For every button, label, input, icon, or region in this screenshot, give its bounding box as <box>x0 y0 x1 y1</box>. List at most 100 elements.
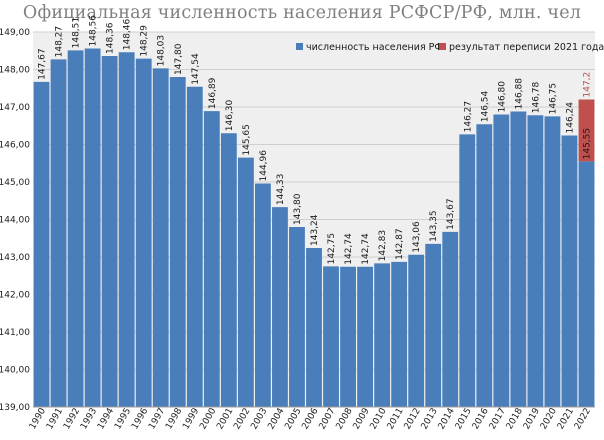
bar <box>544 116 561 407</box>
census-data-label: 147,2 <box>582 72 592 98</box>
bar <box>220 133 237 407</box>
y-tick-label: 140,00 <box>0 366 30 376</box>
bar <box>408 254 425 407</box>
data-label: 144,96 <box>259 150 269 182</box>
data-label: 143,06 <box>412 221 422 253</box>
x-tick-label: 1995 <box>113 407 133 432</box>
x-tick-label: 2011 <box>386 407 406 432</box>
data-label: 145,55 <box>582 128 592 160</box>
data-label: 146,24 <box>565 102 575 134</box>
bar <box>340 266 356 407</box>
x-tick-label: 2003 <box>249 407 269 432</box>
bar <box>323 266 339 407</box>
bar <box>84 48 101 407</box>
legend-swatch-census <box>439 43 446 50</box>
bar <box>306 248 322 407</box>
x-tick-label: 2001 <box>215 407 235 432</box>
y-tick-label: 148,00 <box>0 66 30 76</box>
bar <box>50 59 67 407</box>
bar <box>357 266 374 407</box>
data-label: 146,89 <box>208 77 218 109</box>
data-label: 146,80 <box>497 81 507 113</box>
legend-label-census: результат переписи 2021 года <box>449 42 604 53</box>
data-label: 146,88 <box>514 78 524 110</box>
data-label: 148,27 <box>55 26 65 58</box>
data-label: 146,78 <box>531 81 541 113</box>
data-label: 147,80 <box>174 43 184 75</box>
x-tick-label: 2022 <box>573 407 593 432</box>
data-label: 146,30 <box>225 99 235 131</box>
bar <box>203 111 220 407</box>
bar <box>237 157 254 407</box>
y-tick-label: 147,00 <box>0 103 30 113</box>
data-label: 143,80 <box>293 193 303 225</box>
bar <box>374 263 391 407</box>
data-label: 147,67 <box>38 48 48 80</box>
data-label: 145,65 <box>242 124 252 156</box>
x-tick-label: 1997 <box>147 407 167 432</box>
data-label: 142,74 <box>361 233 371 265</box>
data-label: 143,35 <box>429 210 439 242</box>
data-label: 142,75 <box>327 233 337 265</box>
bar <box>169 77 186 407</box>
bar <box>493 114 510 407</box>
y-tick-label: 143,00 <box>0 253 30 263</box>
data-label: 148,46 <box>123 18 133 50</box>
bar <box>425 243 442 407</box>
bar <box>254 183 271 407</box>
x-tick-label: 2013 <box>420 407 440 432</box>
x-tick-label: 2015 <box>454 407 474 432</box>
x-tick-label: 2007 <box>318 407 338 432</box>
bar <box>33 81 50 407</box>
x-tick-label: 2005 <box>283 407 303 432</box>
x-tick-label: 2012 <box>403 407 423 432</box>
data-label: 148,51 <box>72 17 82 49</box>
x-tick-label: 2021 <box>556 407 576 432</box>
data-label: 143,24 <box>310 214 320 246</box>
data-label: 143,67 <box>446 198 456 230</box>
bar <box>186 86 203 407</box>
data-label: 146,27 <box>463 101 473 133</box>
bar <box>101 56 118 407</box>
y-tick-label: 149,00 <box>0 28 30 38</box>
data-label: 148,56 <box>89 15 99 47</box>
x-tick-label: 1993 <box>79 407 99 432</box>
bar <box>459 134 476 407</box>
bar <box>476 124 493 407</box>
x-tick-label: 1991 <box>45 407 65 432</box>
data-label: 142,83 <box>378 230 388 262</box>
data-label: 142,87 <box>395 228 405 260</box>
legend-label-population: численность населения РФ <box>306 42 443 53</box>
data-label: 146,75 <box>548 83 558 115</box>
y-tick-label: 145,00 <box>0 178 30 188</box>
data-label: 148,36 <box>106 22 116 54</box>
x-tick-label: 2002 <box>232 407 252 432</box>
bar <box>510 111 527 407</box>
census-bar <box>578 99 595 162</box>
y-tick-label: 144,00 <box>0 216 30 226</box>
y-tick-label: 139,00 <box>0 403 30 413</box>
data-label: 146,54 <box>480 90 490 122</box>
bar <box>272 207 288 407</box>
data-label: 142,74 <box>344 233 354 265</box>
x-tick-label: 2017 <box>488 407 508 432</box>
bar <box>118 52 135 407</box>
bar <box>442 231 459 407</box>
y-tick-label: 141,00 <box>0 328 30 338</box>
bar <box>67 50 84 407</box>
bar <box>289 227 305 407</box>
data-label: 144,33 <box>276 174 286 206</box>
data-label: 148,03 <box>157 35 167 67</box>
bar <box>561 135 578 407</box>
data-label: 148,29 <box>140 25 150 57</box>
chart-title: Официальная численность населения РСФСР/… <box>22 3 582 23</box>
bar <box>527 115 544 407</box>
y-tick-label: 142,00 <box>0 291 30 301</box>
y-tick-label: 146,00 <box>0 141 30 151</box>
bar <box>578 161 595 407</box>
bar <box>135 58 152 407</box>
legend-swatch-population <box>296 43 303 50</box>
data-label: 147,54 <box>191 53 201 85</box>
x-tick-label: 1992 <box>62 407 82 432</box>
